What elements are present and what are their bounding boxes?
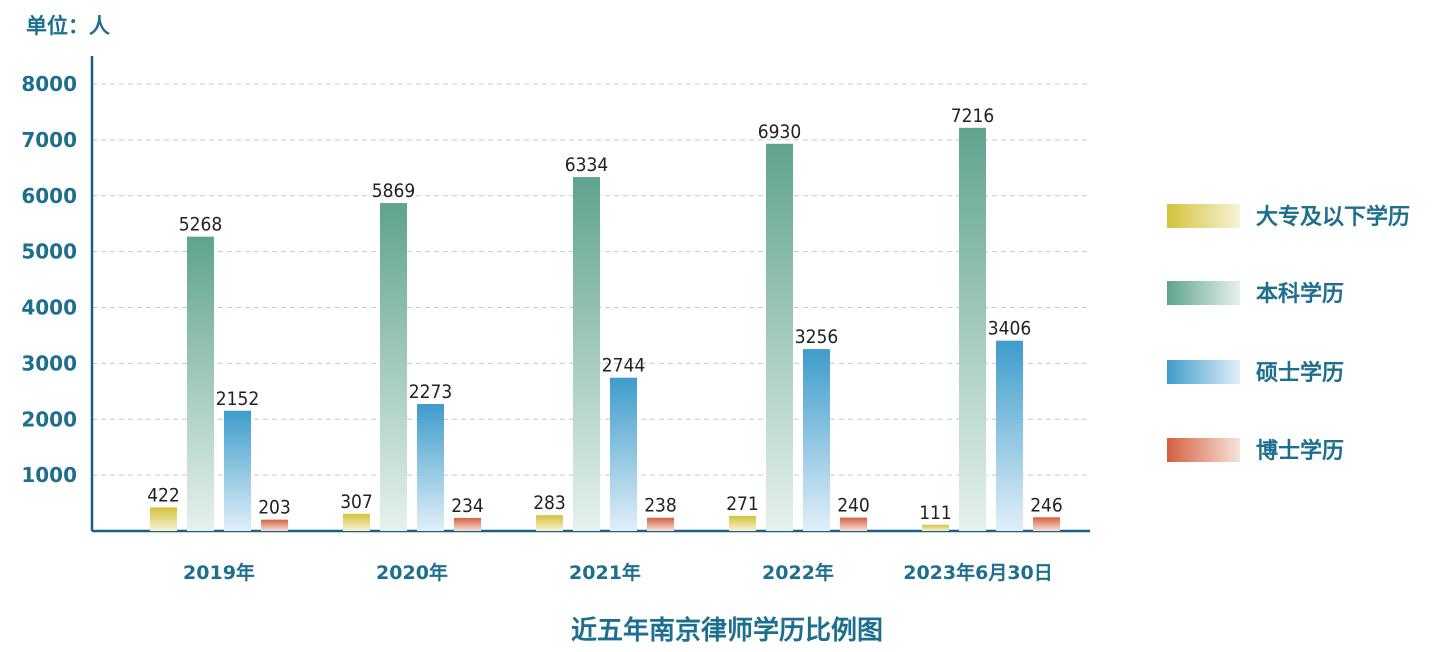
y-tick-label: 1000 <box>21 463 77 487</box>
data-label: 5268 <box>179 214 223 236</box>
legend-item: 本科学历 <box>1167 281 1344 307</box>
legend-label: 博士学历 <box>1256 438 1344 464</box>
legend-swatch <box>1167 360 1240 384</box>
bar <box>647 517 674 531</box>
legend-swatch <box>1167 281 1240 305</box>
y-tick-label: 2000 <box>21 407 77 431</box>
data-label: 7216 <box>951 105 995 127</box>
bar <box>1033 517 1060 531</box>
bar <box>343 513 370 531</box>
legend-label: 大专及以下学历 <box>1256 204 1410 230</box>
bar <box>803 349 830 531</box>
data-label: 3406 <box>988 318 1032 340</box>
data-label: 6334 <box>565 154 609 176</box>
data-label: 238 <box>644 495 677 517</box>
x-tick-label: 2023年6月30日 <box>903 561 1053 584</box>
bar <box>922 524 949 531</box>
data-label: 422 <box>147 484 180 506</box>
bar <box>380 203 407 531</box>
legend-label: 硕士学历 <box>1256 360 1344 386</box>
bar <box>766 143 793 531</box>
y-tick-label: 4000 <box>21 296 77 320</box>
data-label: 2273 <box>409 381 453 403</box>
bar <box>610 377 637 531</box>
y-tick-label: 3000 <box>21 351 77 375</box>
data-label: 3256 <box>795 326 839 348</box>
bar <box>261 519 288 531</box>
chart-title: 近五年南京律师学历比例图 <box>570 616 883 646</box>
legend-item: 硕士学历 <box>1167 360 1344 386</box>
bar <box>840 517 867 531</box>
x-tick-label: 2019年 <box>183 561 255 584</box>
bar <box>573 177 600 531</box>
legend-label: 本科学历 <box>1256 281 1344 307</box>
y-tick-label: 7000 <box>21 128 77 152</box>
label-layer: 422 5268 2152 203 307 5869 2273 234 283 6334 2744 2… <box>147 105 1063 524</box>
bar <box>187 236 214 531</box>
bar <box>224 410 251 531</box>
legend-item: 博士学历 <box>1167 438 1344 464</box>
data-label: 2152 <box>216 388 260 410</box>
data-label: 2744 <box>602 355 646 377</box>
x-tick-label: 2020年 <box>376 561 448 584</box>
data-label: 246 <box>1030 494 1063 516</box>
data-label: 240 <box>837 495 870 517</box>
bar <box>729 515 756 531</box>
bar <box>536 515 563 531</box>
data-label: 234 <box>451 495 484 517</box>
unit-label: 单位：人 <box>26 14 110 38</box>
bar <box>959 127 986 531</box>
legend-swatch <box>1167 438 1240 462</box>
bar <box>417 403 444 531</box>
bar <box>150 507 177 531</box>
data-label: 111 <box>919 502 952 524</box>
data-label: 271 <box>726 493 759 515</box>
data-label: 5869 <box>372 180 416 202</box>
x-tick-label: 2021年 <box>569 561 641 584</box>
y-tick-label: 8000 <box>21 72 77 96</box>
bar <box>996 340 1023 531</box>
y-tick-label: 5000 <box>21 240 77 264</box>
axis-layer: 1000 2000 3000 4000 5000 6000 7000 8000 2019年 202… <box>21 56 1090 584</box>
data-label: 283 <box>533 492 566 514</box>
data-label: 203 <box>258 497 291 519</box>
legend-swatch <box>1167 204 1240 228</box>
data-label: 307 <box>340 491 373 513</box>
data-label: 6930 <box>758 121 802 143</box>
y-tick-label: 6000 <box>21 184 77 208</box>
legend-item: 大专及以下学历 <box>1167 204 1410 230</box>
bar-layer <box>150 127 1060 531</box>
x-tick-label: 2022年 <box>762 561 834 584</box>
bar <box>454 517 481 531</box>
